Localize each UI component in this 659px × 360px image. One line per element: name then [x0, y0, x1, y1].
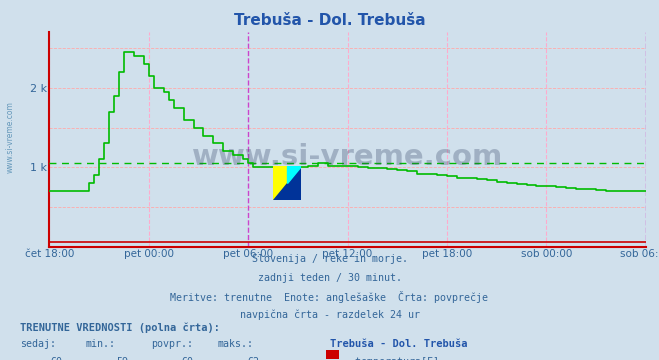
Text: Trebuša - Dol. Trebuša: Trebuša - Dol. Trebuša: [330, 339, 467, 350]
Text: sedaj:: sedaj:: [20, 339, 56, 350]
Text: Meritve: trenutne  Enote: anglešaške  Črta: povprečje: Meritve: trenutne Enote: anglešaške Črta…: [171, 291, 488, 303]
Text: povpr.:: povpr.:: [152, 339, 194, 350]
Polygon shape: [273, 166, 301, 200]
Polygon shape: [273, 166, 301, 200]
Text: Trebuša - Dol. Trebuša: Trebuša - Dol. Trebuša: [234, 13, 425, 28]
Text: www.si-vreme.com: www.si-vreme.com: [192, 143, 503, 171]
Text: 60: 60: [50, 357, 62, 360]
Text: 60: 60: [182, 357, 194, 360]
Text: zadnji teden / 30 minut.: zadnji teden / 30 minut.: [258, 273, 401, 283]
Text: 59: 59: [116, 357, 128, 360]
Text: TRENUTNE VREDNOSTI (polna črta):: TRENUTNE VREDNOSTI (polna črta):: [20, 322, 219, 333]
Text: www.si-vreme.com: www.si-vreme.com: [5, 101, 14, 173]
Text: min.:: min.:: [86, 339, 116, 350]
Text: temperatura[F]: temperatura[F]: [343, 357, 439, 360]
Text: navpična črta - razdelek 24 ur: navpična črta - razdelek 24 ur: [239, 310, 420, 320]
Polygon shape: [287, 166, 301, 183]
Text: Slovenija / reke in morje.: Slovenija / reke in morje.: [252, 254, 407, 264]
Text: 62: 62: [248, 357, 260, 360]
Text: maks.:: maks.:: [217, 339, 254, 350]
